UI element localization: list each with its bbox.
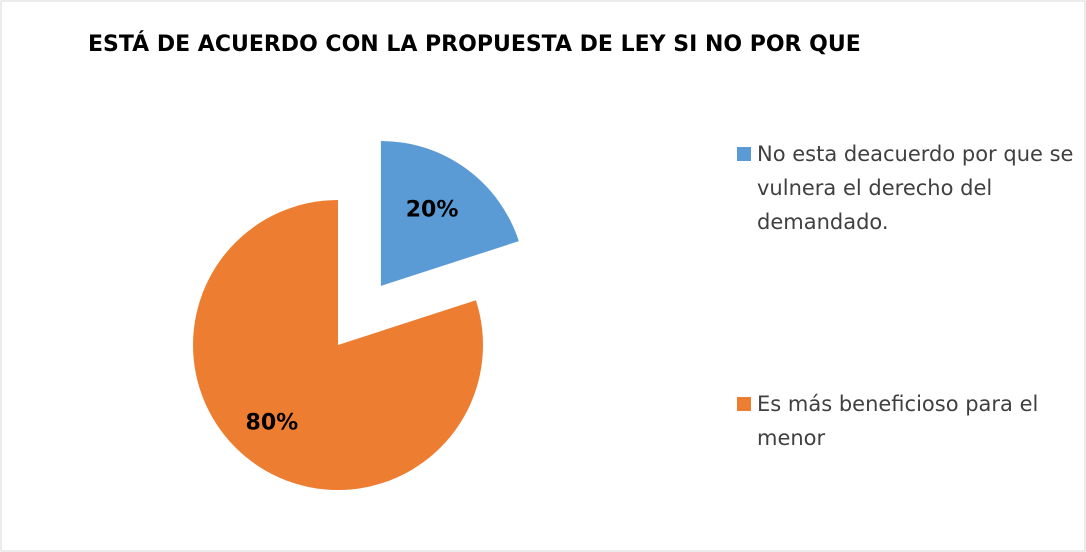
legend-item: No esta deacuerdo por que se vulnera el … <box>737 137 1077 239</box>
pie-slice <box>380 140 519 286</box>
chart-title: ESTÁ DE ACUERDO CON LA PROPUESTA DE LEY … <box>88 31 861 57</box>
data-label: 20% <box>406 198 459 223</box>
legend-label: Es más beneficioso para el menor <box>757 392 1039 450</box>
legend-swatch <box>737 147 751 161</box>
legend-item: Es más beneficioso para el menor <box>737 387 1077 455</box>
legend-label: No esta deacuerdo por que se vulnera el … <box>757 142 1074 234</box>
pie-slice <box>193 200 483 490</box>
legend-swatch <box>737 397 751 411</box>
data-label: 80% <box>246 410 299 435</box>
